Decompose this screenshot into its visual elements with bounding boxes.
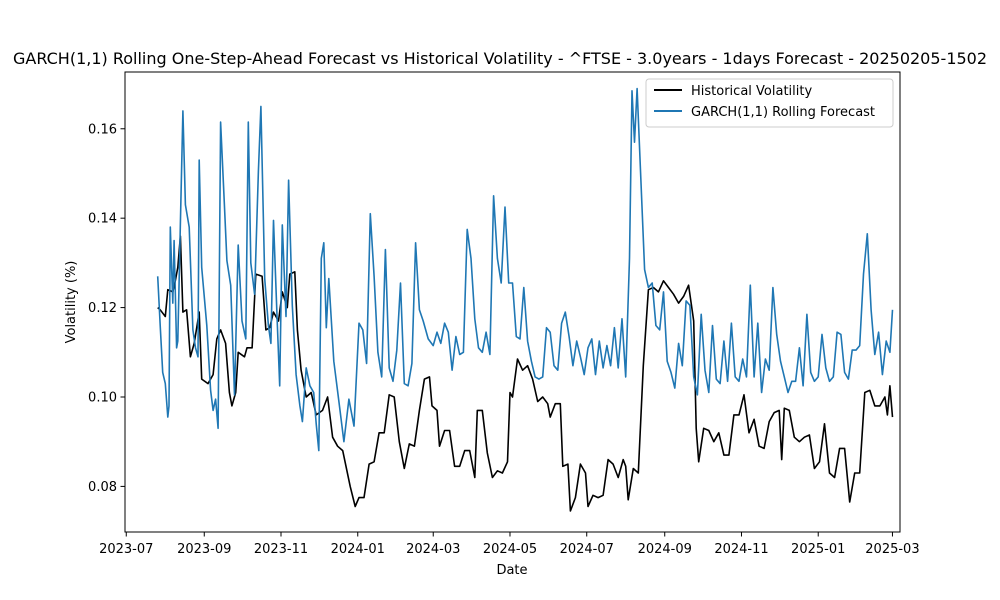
x-tick-label: 2024-09 bbox=[638, 542, 692, 557]
series-layer bbox=[156, 87, 894, 512]
plot-area bbox=[124, 71, 901, 533]
y-tick-label: 0.10 bbox=[88, 390, 117, 405]
series-line-garch-forecast bbox=[156, 87, 894, 452]
x-tick-label: 2024-03 bbox=[406, 542, 460, 557]
x-axis-label: Date bbox=[496, 563, 527, 578]
y-axis-label: Volatility (%) bbox=[64, 261, 79, 344]
x-axis: 2023-07 2023-09 2023-11 2024-01 2024-03 2024-… bbox=[99, 532, 920, 557]
x-tick-label: 2023-09 bbox=[177, 542, 231, 557]
legend-label-garch: GARCH(1,1) Rolling Forecast bbox=[691, 105, 875, 120]
y-tick-label: 0.12 bbox=[88, 301, 117, 316]
x-tick-label: 2023-07 bbox=[99, 542, 153, 557]
y-tick-label: 0.16 bbox=[88, 122, 117, 137]
chart-title: GARCH(1,1) Rolling One-Step-Ahead Foreca… bbox=[13, 49, 987, 68]
x-tick-label: 2024-11 bbox=[714, 542, 768, 557]
legend: Historical Volatility GARCH(1,1) Rolling… bbox=[645, 78, 894, 128]
plot-frame bbox=[124, 71, 901, 533]
legend-box bbox=[645, 78, 894, 128]
x-tick-label: 2024-07 bbox=[560, 542, 614, 557]
y-axis: 0.08 0.10 0.12 0.14 0.16 bbox=[88, 122, 125, 495]
y-tick-label: 0.08 bbox=[88, 480, 117, 495]
x-tick-label: 2024-01 bbox=[331, 542, 385, 557]
x-tick-label: 2025-03 bbox=[865, 542, 919, 557]
x-tick-label: 2024-05 bbox=[483, 542, 537, 557]
y-tick-label: 0.14 bbox=[88, 212, 117, 227]
series-line-historical-volatility bbox=[157, 235, 894, 512]
x-tick-label: 2023-11 bbox=[254, 542, 308, 557]
legend-label-historical: Historical Volatility bbox=[691, 84, 812, 99]
x-tick-label: 2025-01 bbox=[791, 542, 845, 557]
